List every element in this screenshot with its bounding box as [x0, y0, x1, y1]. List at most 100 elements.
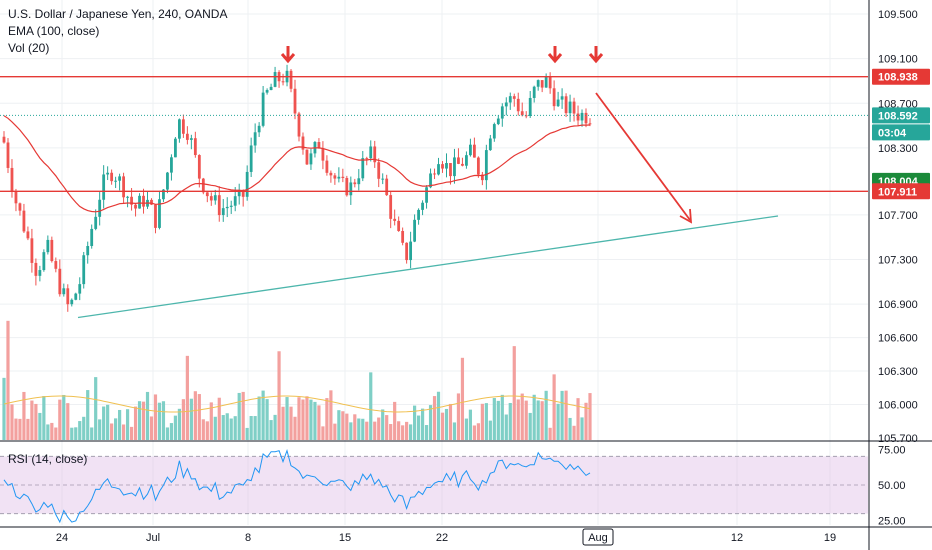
down-arrow-head [588, 53, 604, 64]
volume-bar [552, 374, 556, 440]
volume-bar [349, 422, 353, 440]
volume-bar [54, 427, 58, 440]
volume-bar [484, 403, 488, 440]
candle-body [520, 111, 524, 116]
price-tag-text: 108.938 [878, 72, 918, 84]
volume-bar [137, 401, 142, 440]
volume-bar [412, 405, 417, 440]
chart-grid [0, 0, 868, 525]
candle-body [409, 241, 413, 261]
candle-body [174, 138, 177, 158]
price-tick-label: 108.300 [878, 143, 918, 155]
volume-bar [492, 398, 496, 440]
volume-bar [157, 402, 162, 440]
volume-bar [432, 396, 437, 440]
volume-bar [337, 410, 341, 440]
volume-bar [189, 398, 193, 440]
volume-bar [393, 401, 397, 440]
projection-arrow-head [679, 208, 693, 224]
candle-body [90, 228, 94, 247]
volume-bar [504, 414, 508, 440]
volume-bar [118, 409, 122, 440]
volume-bar [58, 399, 62, 440]
annotation-arrows [280, 46, 693, 224]
candle-body [38, 270, 42, 276]
x-tick-box [582, 528, 614, 546]
volume-bar [520, 393, 524, 440]
price-tag-bg [872, 68, 930, 85]
candle-body [178, 119, 181, 139]
volume-bar [385, 415, 389, 440]
candle-body [580, 112, 584, 121]
candle-body [305, 149, 309, 165]
volume-bar [209, 402, 213, 440]
candle-body [217, 195, 221, 216]
candle-body [26, 231, 30, 239]
candle-body [66, 288, 70, 305]
candle-body [138, 195, 141, 209]
price-tag-bg [872, 124, 930, 141]
volume-bar [472, 425, 476, 440]
candle-body [82, 255, 86, 285]
candle-body [484, 150, 488, 181]
volume-bar [26, 418, 30, 440]
candle-body [245, 171, 249, 197]
candle-body [317, 142, 321, 149]
candle-body [213, 195, 217, 201]
trendline[interactable] [77, 215, 779, 319]
volume-bar [193, 391, 197, 440]
candle-body [269, 86, 273, 91]
candle-body [512, 96, 516, 99]
volume-bar [460, 357, 465, 440]
candle-body [34, 262, 38, 276]
volume-bar [540, 401, 544, 440]
candle-body [401, 230, 405, 243]
candle-body [225, 206, 229, 209]
volume-bar [416, 415, 421, 440]
volume-bar [544, 390, 548, 440]
volume-bar [528, 412, 532, 440]
volume-bar [22, 391, 26, 440]
candle-body [572, 101, 576, 114]
candle-body [516, 98, 520, 112]
volume-bar [149, 416, 154, 440]
candle-body [50, 239, 54, 262]
volume-bar [2, 377, 6, 440]
candle-body [361, 158, 365, 179]
candle-body [329, 172, 333, 176]
volume-bar [508, 402, 512, 440]
candle-body [126, 196, 129, 198]
candle-body [556, 99, 560, 107]
volume-bar [50, 422, 54, 440]
volume-bar [329, 390, 333, 440]
candle-body [233, 196, 237, 206]
volume-bar [82, 416, 86, 440]
candle-body [261, 92, 265, 126]
volume-bar [78, 421, 82, 440]
volume-bar [333, 423, 337, 440]
candle-body [528, 97, 532, 116]
price-tick-label: 106.900 [878, 299, 918, 311]
price-tag-text: 107.911 [878, 186, 917, 198]
volume-bar [345, 413, 349, 440]
candle-body [584, 112, 588, 124]
candle-body [18, 203, 22, 211]
candle-body [369, 146, 373, 159]
volume-bar [133, 406, 138, 440]
volume-bar [289, 406, 293, 440]
candle-body [130, 196, 133, 205]
volume-bar [305, 396, 309, 440]
volume-bar [572, 425, 576, 440]
candle-body [189, 138, 193, 140]
candles [2, 64, 592, 312]
volume-bar [38, 412, 42, 440]
volume-ma-line [3, 395, 591, 413]
candle-body [476, 157, 480, 175]
candle-body [281, 81, 285, 83]
volume-bar [6, 320, 10, 440]
candle-body [325, 160, 329, 173]
volume-bar [500, 394, 504, 440]
volume-bar [161, 401, 166, 440]
